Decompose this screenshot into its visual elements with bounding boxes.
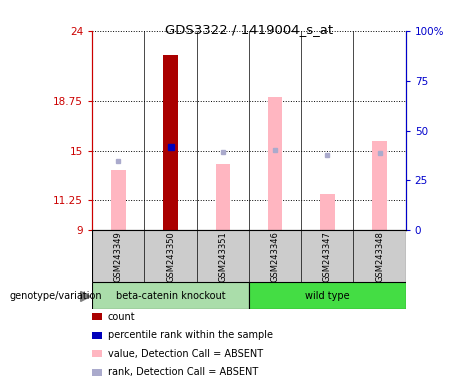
Bar: [215, 164, 230, 230]
Text: GSM243347: GSM243347: [323, 231, 332, 282]
Text: beta-catenin knockout: beta-catenin knockout: [116, 291, 225, 301]
Text: wild type: wild type: [305, 291, 349, 301]
Bar: [268, 97, 283, 230]
Text: GDS3322 / 1419004_s_at: GDS3322 / 1419004_s_at: [165, 23, 333, 36]
Text: GSM243346: GSM243346: [271, 231, 279, 282]
Text: GSM243350: GSM243350: [166, 231, 175, 282]
Bar: [163, 55, 178, 230]
Text: percentile rank within the sample: percentile rank within the sample: [108, 330, 273, 340]
Polygon shape: [81, 291, 90, 301]
Bar: [111, 170, 126, 230]
FancyBboxPatch shape: [92, 282, 249, 309]
Text: count: count: [108, 312, 136, 322]
Bar: [320, 194, 335, 230]
Text: rank, Detection Call = ABSENT: rank, Detection Call = ABSENT: [108, 367, 258, 377]
Bar: [372, 141, 387, 230]
Bar: [163, 55, 178, 230]
Text: GSM243348: GSM243348: [375, 231, 384, 282]
Text: GSM243349: GSM243349: [114, 231, 123, 282]
Text: genotype/variation: genotype/variation: [9, 291, 102, 301]
FancyBboxPatch shape: [249, 282, 406, 309]
FancyBboxPatch shape: [92, 230, 406, 282]
Text: value, Detection Call = ABSENT: value, Detection Call = ABSENT: [108, 349, 263, 359]
Text: GSM243351: GSM243351: [219, 231, 227, 282]
